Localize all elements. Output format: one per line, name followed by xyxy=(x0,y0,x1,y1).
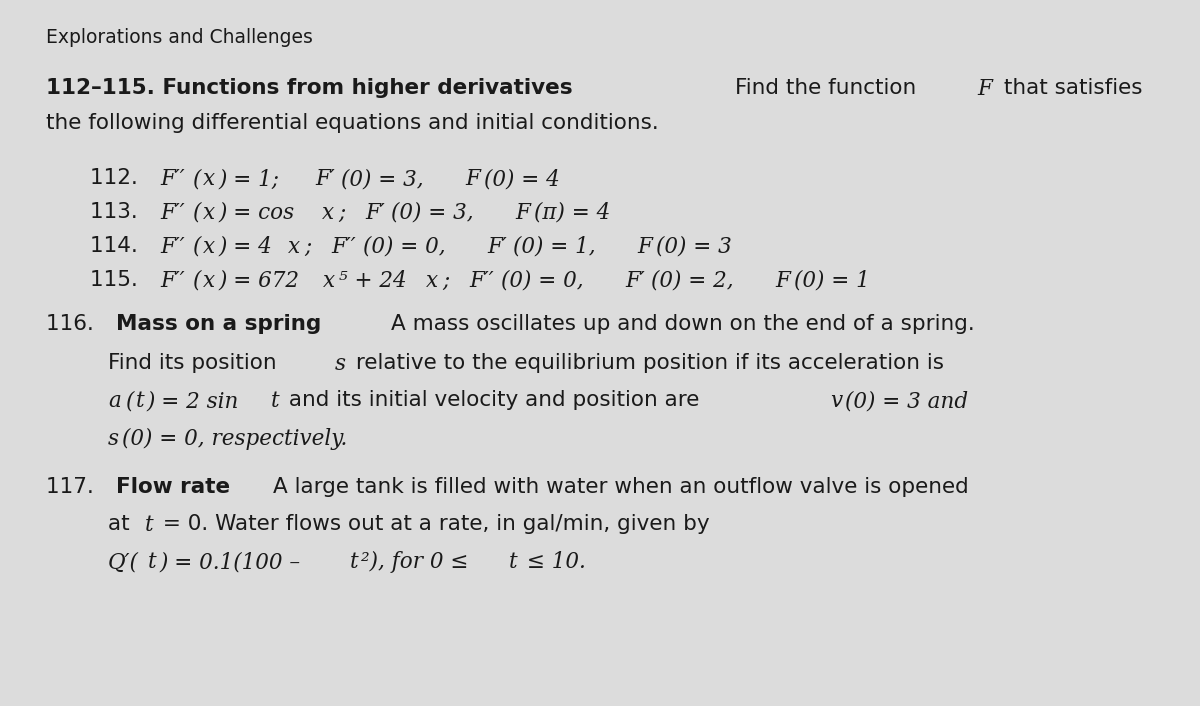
Text: 114.: 114. xyxy=(90,236,145,256)
Text: x: x xyxy=(203,270,215,292)
Text: ) = 0.1(100 –: ) = 0.1(100 – xyxy=(158,551,307,573)
Text: F′′: F′′ xyxy=(161,202,185,224)
Text: (0) = 3,: (0) = 3, xyxy=(341,168,437,190)
Text: and its initial velocity and position are: and its initial velocity and position ar… xyxy=(282,390,707,410)
Text: F′′: F′′ xyxy=(469,270,493,292)
Text: t: t xyxy=(148,551,156,573)
Text: (0) = 4: (0) = 4 xyxy=(485,168,560,190)
Text: F: F xyxy=(978,78,992,100)
Text: A large tank is filled with water when an outflow valve is opened: A large tank is filled with water when a… xyxy=(274,477,968,496)
Text: Explorations and Challenges: Explorations and Challenges xyxy=(46,28,312,47)
Text: (0) = 0,: (0) = 0, xyxy=(362,236,460,258)
Text: x: x xyxy=(323,202,335,224)
Text: F′′: F′′ xyxy=(161,270,185,292)
Text: F: F xyxy=(515,202,530,224)
Text: ;: ; xyxy=(338,202,359,224)
Text: (π) = 4: (π) = 4 xyxy=(534,202,611,224)
Text: Find the function: Find the function xyxy=(734,78,923,97)
Text: x: x xyxy=(426,270,438,292)
Text: t: t xyxy=(136,390,144,412)
Text: F′: F′ xyxy=(365,202,385,224)
Text: 115.: 115. xyxy=(90,270,145,289)
Text: (0) = 3 and: (0) = 3 and xyxy=(846,390,968,412)
Text: Find its position: Find its position xyxy=(108,353,283,373)
Text: (: ( xyxy=(192,236,200,258)
Text: a: a xyxy=(108,390,121,412)
Text: F′′: F′′ xyxy=(161,236,185,258)
Text: ) = 672: ) = 672 xyxy=(218,270,300,292)
Text: x: x xyxy=(288,236,300,258)
Text: = 0. Water flows out at a rate, in gal/min, given by: = 0. Water flows out at a rate, in gal/m… xyxy=(156,514,709,534)
Text: (0) = 2,: (0) = 2, xyxy=(650,270,748,292)
Text: ) = cos: ) = cos xyxy=(218,202,299,224)
Text: (0) = 0,: (0) = 0, xyxy=(500,270,598,292)
Text: Q′(: Q′( xyxy=(108,551,139,573)
Text: relative to the equilibrium position if its acceleration is: relative to the equilibrium position if … xyxy=(349,353,943,373)
Text: ⁵ + 24: ⁵ + 24 xyxy=(340,270,407,292)
Text: 113.: 113. xyxy=(90,202,145,222)
Text: (0) = 1,: (0) = 1, xyxy=(512,236,608,258)
Text: A mass oscillates up and down on the end of a spring.: A mass oscillates up and down on the end… xyxy=(391,314,974,334)
Text: 116.: 116. xyxy=(46,314,101,334)
Text: (: ( xyxy=(192,270,200,292)
Text: (0) = 0, respectively.: (0) = 0, respectively. xyxy=(122,428,348,450)
Text: that satisfies: that satisfies xyxy=(997,78,1142,97)
Text: F: F xyxy=(775,270,790,292)
Text: s: s xyxy=(335,353,346,375)
Text: s: s xyxy=(108,428,119,450)
Text: ²), for 0 ≤: ²), for 0 ≤ xyxy=(361,551,475,573)
Text: x: x xyxy=(203,202,215,224)
Text: F: F xyxy=(637,236,652,258)
Text: ) = 2 sin: ) = 2 sin xyxy=(146,390,244,412)
Text: (0) = 1: (0) = 1 xyxy=(794,270,870,292)
Text: F′: F′ xyxy=(316,168,335,190)
Text: 112.: 112. xyxy=(90,168,145,188)
Text: 112–115. Functions from higher derivatives: 112–115. Functions from higher derivativ… xyxy=(46,78,580,97)
Text: (0) = 3: (0) = 3 xyxy=(656,236,732,258)
Text: F′′: F′′ xyxy=(161,168,185,190)
Text: 117.: 117. xyxy=(46,477,101,496)
Text: Flow rate: Flow rate xyxy=(116,477,238,496)
Text: (0) = 3,: (0) = 3, xyxy=(391,202,487,224)
Text: (: ( xyxy=(192,202,200,224)
Text: t: t xyxy=(350,551,359,573)
Text: v: v xyxy=(829,390,842,412)
Text: Mass on a spring: Mass on a spring xyxy=(116,314,329,334)
Text: x: x xyxy=(203,168,215,190)
Text: t: t xyxy=(509,551,517,573)
Text: ;: ; xyxy=(442,270,463,292)
Text: ) = 1;: ) = 1; xyxy=(218,168,294,190)
Text: F: F xyxy=(466,168,480,190)
Text: at: at xyxy=(108,514,137,534)
Text: t: t xyxy=(271,390,280,412)
Text: x: x xyxy=(203,236,215,258)
Text: t: t xyxy=(145,514,154,536)
Text: ) = 4: ) = 4 xyxy=(218,236,272,258)
Text: ;: ; xyxy=(304,236,325,258)
Text: F′′: F′′ xyxy=(331,236,355,258)
Text: (: ( xyxy=(192,168,200,190)
Text: the following differential equations and initial conditions.: the following differential equations and… xyxy=(46,113,659,133)
Text: ≤ 10.: ≤ 10. xyxy=(520,551,586,573)
Text: F′: F′ xyxy=(487,236,506,258)
Text: x: x xyxy=(323,270,336,292)
Text: (: ( xyxy=(125,390,133,412)
Text: F′: F′ xyxy=(625,270,644,292)
